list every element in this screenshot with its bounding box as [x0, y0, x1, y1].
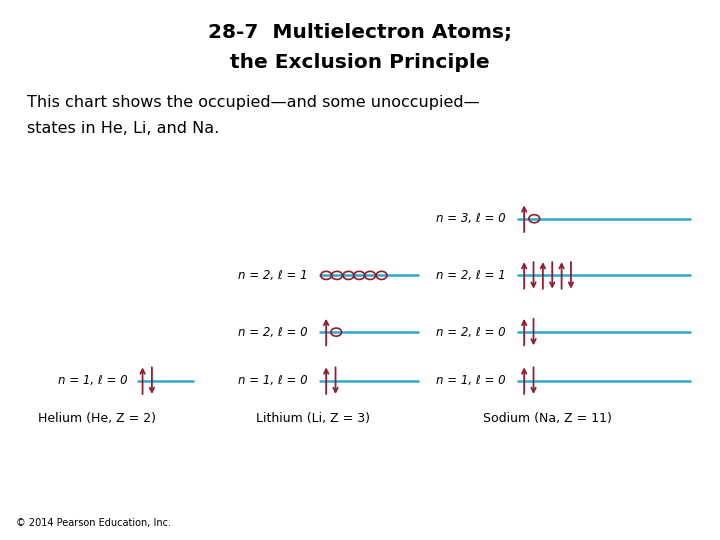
Text: Sodium (Na, Z = 11): Sodium (Na, Z = 11) [483, 412, 611, 425]
Text: n = 2, ℓ = 0: n = 2, ℓ = 0 [436, 326, 505, 339]
Text: n = 2, ℓ = 0: n = 2, ℓ = 0 [238, 326, 307, 339]
Text: n = 1, ℓ = 0: n = 1, ℓ = 0 [238, 374, 307, 387]
Text: the Exclusion Principle: the Exclusion Principle [230, 52, 490, 72]
Text: states in He, Li, and Na.: states in He, Li, and Na. [27, 121, 220, 136]
Text: © 2014 Pearson Education, Inc.: © 2014 Pearson Education, Inc. [16, 518, 171, 528]
Text: This chart shows the occupied—and some unoccupied—: This chart shows the occupied—and some u… [27, 95, 480, 110]
Text: n = 1, ℓ = 0: n = 1, ℓ = 0 [58, 374, 127, 387]
Text: Lithium (Li, Z = 3): Lithium (Li, Z = 3) [256, 412, 370, 425]
Text: n = 3, ℓ = 0: n = 3, ℓ = 0 [436, 212, 505, 225]
Text: Helium (He, Z = 2): Helium (He, Z = 2) [38, 412, 156, 425]
Text: 28-7  Multielectron Atoms;: 28-7 Multielectron Atoms; [208, 23, 512, 42]
Text: n = 1, ℓ = 0: n = 1, ℓ = 0 [436, 374, 505, 387]
Text: n = 2, ℓ = 1: n = 2, ℓ = 1 [436, 269, 505, 282]
Text: n = 2, ℓ = 1: n = 2, ℓ = 1 [238, 269, 307, 282]
